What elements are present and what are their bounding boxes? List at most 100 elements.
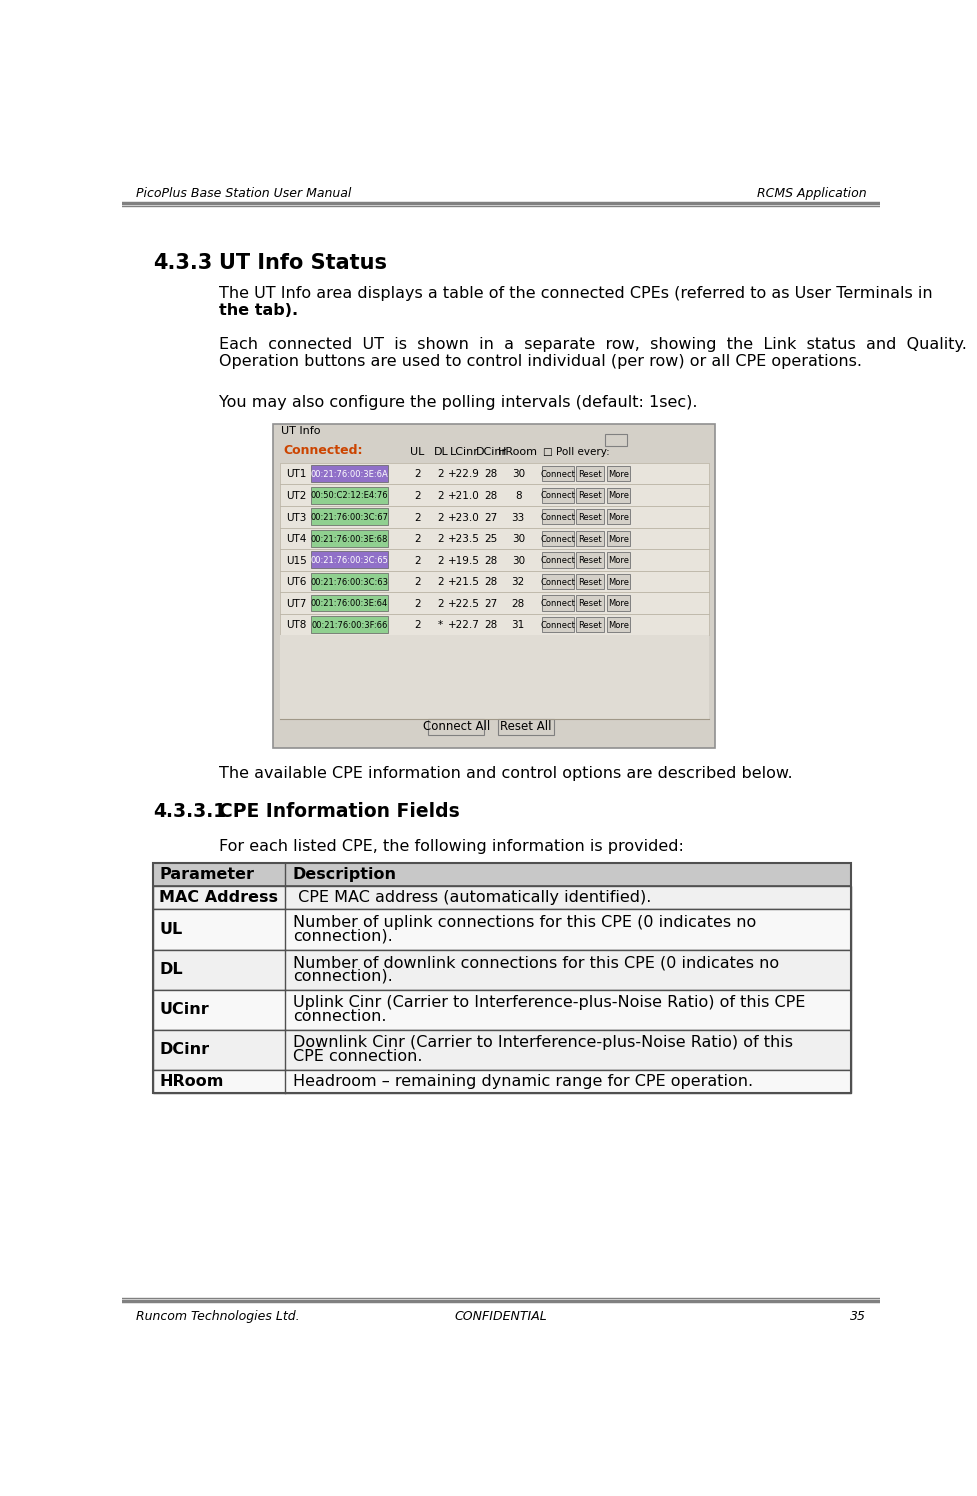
- Text: DL: DL: [433, 447, 447, 458]
- Bar: [153, 1029, 850, 1070]
- Text: 28: 28: [484, 577, 497, 588]
- Text: Number of downlink connections for this CPE (0 indicates no: Number of downlink connections for this …: [292, 954, 778, 969]
- Text: Uplink Cinr (Carrier to Interference-plus-Noise Ratio) of this CPE: Uplink Cinr (Carrier to Interference-plu…: [292, 995, 804, 1010]
- Bar: [279, 570, 708, 592]
- Text: MAC Address: MAC Address: [159, 890, 278, 905]
- Text: UT3: UT3: [286, 513, 307, 522]
- Text: RCMS Application: RCMS Application: [756, 187, 866, 200]
- Bar: [575, 509, 604, 525]
- Text: +23.0: +23.0: [447, 513, 480, 522]
- Bar: [311, 552, 388, 568]
- Text: Reset: Reset: [578, 621, 602, 630]
- Text: connection).: connection).: [292, 969, 392, 984]
- Bar: [279, 549, 708, 570]
- Text: 00:21:76:00:3E:68: 00:21:76:00:3E:68: [311, 534, 388, 543]
- Text: Connect: Connect: [540, 621, 574, 630]
- Text: Reset: Reset: [578, 577, 602, 586]
- Text: 27: 27: [484, 513, 497, 522]
- Bar: [311, 509, 388, 525]
- Text: Connect: Connect: [540, 513, 574, 522]
- Text: DL: DL: [159, 962, 183, 977]
- Text: 2: 2: [437, 555, 444, 565]
- Bar: [606, 574, 629, 589]
- Text: Connect: Connect: [540, 492, 574, 501]
- Text: Connect: Connect: [540, 534, 574, 543]
- Text: +22.9: +22.9: [447, 470, 480, 479]
- Text: Connect: Connect: [540, 557, 574, 565]
- Bar: [606, 552, 629, 567]
- Bar: [274, 425, 714, 748]
- Text: 2: 2: [437, 534, 444, 545]
- Text: 00:50:C2:12:E4:76: 00:50:C2:12:E4:76: [310, 492, 388, 501]
- Text: UT Info Status: UT Info Status: [219, 253, 387, 272]
- Text: U15: U15: [286, 555, 307, 565]
- Text: Reset: Reset: [578, 557, 602, 565]
- Bar: [153, 910, 850, 950]
- Text: 00:21:76:00:3C:63: 00:21:76:00:3C:63: [310, 577, 388, 586]
- Text: 00:21:76:00:3E:64: 00:21:76:00:3E:64: [311, 600, 388, 609]
- Text: Operation buttons are used to control individual (per row) or all CPE operations: Operation buttons are used to control in…: [219, 355, 862, 370]
- Bar: [311, 616, 388, 633]
- Text: 30: 30: [511, 534, 525, 545]
- Bar: [575, 488, 604, 503]
- Text: More: More: [607, 621, 628, 630]
- Text: 28: 28: [484, 621, 497, 630]
- Text: More: More: [607, 557, 628, 565]
- Bar: [311, 530, 388, 548]
- Text: +22.5: +22.5: [447, 598, 480, 609]
- Bar: [153, 1070, 850, 1092]
- Text: More: More: [607, 577, 628, 586]
- Bar: [279, 636, 708, 720]
- Text: UL: UL: [159, 922, 183, 936]
- Text: UT2: UT2: [286, 491, 307, 501]
- Bar: [606, 465, 629, 482]
- Text: 28: 28: [484, 555, 497, 565]
- Text: UT4: UT4: [286, 534, 307, 545]
- Bar: [279, 613, 708, 636]
- Text: UT1: UT1: [286, 470, 307, 479]
- Text: More: More: [607, 470, 628, 479]
- Text: Each  connected  UT  is  shown  in  a  separate  row,  showing  the  Link  statu: Each connected UT is shown in a separate…: [219, 338, 966, 353]
- Text: CPE connection.: CPE connection.: [292, 1049, 422, 1064]
- Text: +23.5: +23.5: [447, 534, 480, 545]
- Text: Downlink Cinr (Carrier to Interference-plus-Noise Ratio) of this: Downlink Cinr (Carrier to Interference-p…: [292, 1035, 792, 1050]
- Text: More: More: [607, 492, 628, 501]
- Text: DCinr: DCinr: [159, 1043, 209, 1058]
- Text: UT8: UT8: [286, 621, 307, 630]
- Bar: [311, 573, 388, 589]
- Text: The UT Info area displays a table of the connected CPEs (referred to as User Ter: The UT Info area displays a table of the…: [219, 286, 932, 301]
- Bar: [606, 488, 629, 503]
- Text: UT6: UT6: [286, 577, 307, 588]
- Bar: [606, 595, 629, 610]
- Text: +21.5: +21.5: [447, 577, 480, 588]
- Bar: [605, 434, 626, 446]
- Text: 30: 30: [511, 555, 525, 565]
- Text: DCinr: DCinr: [475, 447, 506, 458]
- Bar: [279, 506, 708, 528]
- Text: 2: 2: [414, 491, 420, 501]
- Text: Connect: Connect: [540, 470, 574, 479]
- Text: the tab).: the tab).: [219, 302, 298, 317]
- Text: □ Poll every:: □ Poll every:: [542, 447, 610, 458]
- Text: 4.3.3.1: 4.3.3.1: [153, 802, 226, 821]
- Text: More: More: [607, 534, 628, 543]
- Text: 31: 31: [511, 621, 525, 630]
- Text: CONFIDENTIAL: CONFIDENTIAL: [454, 1310, 547, 1322]
- Text: HRoom: HRoom: [497, 447, 537, 458]
- Bar: [541, 465, 573, 482]
- Text: 2: 2: [414, 555, 420, 565]
- Text: LCinr: LCinr: [449, 447, 478, 458]
- Text: CPE MAC address (automatically identified).: CPE MAC address (automatically identifie…: [292, 890, 651, 905]
- Text: 2: 2: [437, 491, 444, 501]
- Bar: [279, 528, 708, 549]
- Text: 00:21:76:00:3E:6A: 00:21:76:00:3E:6A: [310, 470, 388, 479]
- Text: 28: 28: [484, 491, 497, 501]
- Text: Reset: Reset: [578, 513, 602, 522]
- Text: 2: 2: [437, 598, 444, 609]
- Text: More: More: [607, 513, 628, 522]
- Text: For each listed CPE, the following information is provided:: For each listed CPE, the following infor…: [219, 839, 683, 854]
- Bar: [541, 595, 573, 610]
- Bar: [606, 616, 629, 633]
- Bar: [153, 863, 850, 886]
- Bar: [279, 485, 708, 506]
